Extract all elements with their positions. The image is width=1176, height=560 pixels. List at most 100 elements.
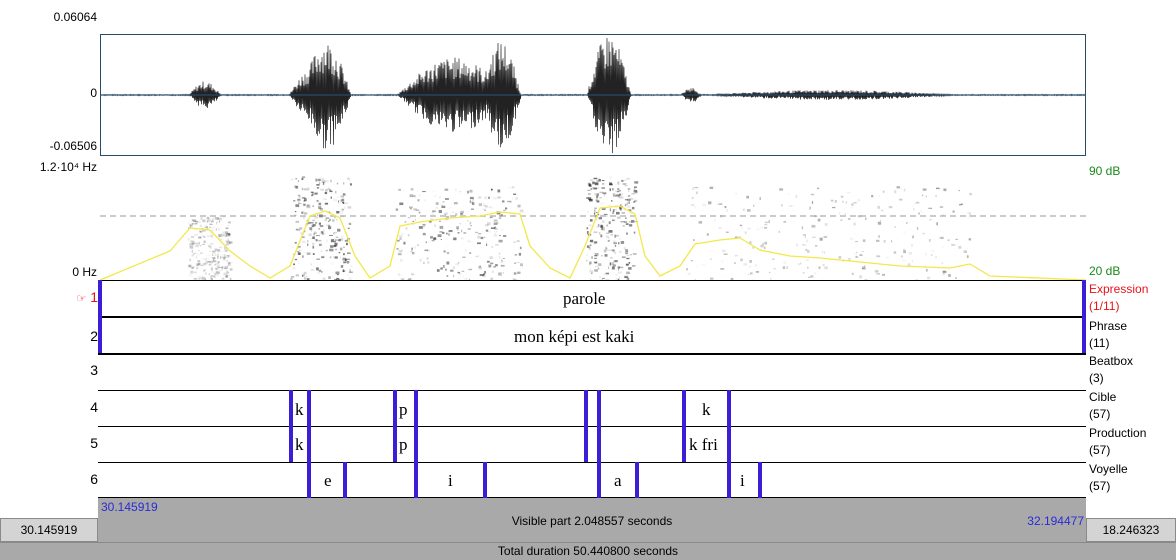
tier-5-boundary[interactable]: [682, 426, 686, 462]
spectrogram-pixel: [322, 229, 325, 233]
tier-1-boundary-end[interactable]: [1082, 280, 1086, 353]
tier-5-boundary[interactable]: [393, 426, 397, 462]
tier-6-boundary[interactable]: [597, 462, 601, 498]
tier-6-boundary[interactable]: [758, 462, 762, 498]
spectrogram-pixel: [223, 267, 228, 270]
tier-4-number[interactable]: 4: [90, 399, 98, 415]
spectrogram-pixel: [194, 277, 197, 279]
tier-4-boundary[interactable]: [597, 390, 601, 426]
spectrogram-pixel: [318, 243, 322, 246]
waveform-panel[interactable]: [100, 34, 1086, 156]
tier-6-boundary[interactable]: [343, 462, 347, 498]
spectrogram-pixel: [334, 239, 338, 241]
tier-6-boundary[interactable]: [414, 462, 418, 498]
spectrogram-pixel: [461, 229, 463, 233]
tier-6-boundary[interactable]: [307, 462, 311, 498]
spectrogram-pixel: [620, 204, 622, 207]
spectrogram-pixel: [630, 254, 632, 256]
tier-5-text-kfri[interactable]: k fri: [689, 435, 718, 454]
spectrogram-pixel: [413, 208, 417, 211]
left-time-box[interactable]: 30.145919: [0, 518, 98, 542]
tier-3-number[interactable]: 3: [90, 362, 98, 378]
spectrogram-pixel: [626, 205, 631, 208]
tier-5-text-p[interactable]: p: [399, 435, 408, 454]
tier-2-row[interactable]: mon képi est kaki: [98, 317, 1086, 354]
spectrogram-pixel: [189, 237, 191, 240]
tier-6-boundary[interactable]: [727, 462, 731, 498]
spectrogram-pixel: [490, 206, 492, 209]
tier-6-name[interactable]: Voyelle (57): [1089, 461, 1128, 495]
tier-5-name[interactable]: Production (57): [1089, 425, 1146, 459]
spectrogram-pixel: [307, 243, 309, 246]
tier-2-number[interactable]: 2: [90, 328, 98, 344]
tier-4-boundary[interactable]: [307, 390, 311, 426]
tier-6-text-i2[interactable]: i: [740, 471, 745, 490]
tier-2-interval-text[interactable]: mon képi est kaki: [514, 327, 635, 346]
spectrogram-pixel: [628, 262, 631, 264]
tier-5-boundary[interactable]: [414, 426, 418, 462]
spectrogram-panel[interactable]: [100, 156, 1086, 280]
tier-3-row[interactable]: [98, 354, 1086, 390]
tier-1-interval-text[interactable]: parole: [563, 289, 606, 308]
tier-1-row[interactable]: parole: [98, 280, 1086, 317]
tier-5-boundary[interactable]: [289, 426, 293, 462]
spectrogram-pixel: [627, 194, 631, 197]
spectrogram-pixel: [189, 259, 192, 260]
intensity-min-label: 20 dB: [1089, 264, 1121, 278]
tier-4-boundary[interactable]: [682, 390, 686, 426]
spectrogram-pixel: [341, 208, 344, 211]
spectrogram-pixel: [928, 207, 933, 209]
tier-4-name[interactable]: Cible (57): [1089, 389, 1116, 423]
tier-3-name[interactable]: Beatbox (3): [1089, 353, 1133, 387]
tier-5-number[interactable]: 5: [90, 435, 98, 451]
tier-4-boundary[interactable]: [584, 390, 588, 426]
spectrogram-pixel: [196, 233, 198, 236]
tier-4-boundary[interactable]: [393, 390, 397, 426]
tier-6-boundary[interactable]: [483, 462, 487, 498]
tier-1-name[interactable]: Expression (1/11): [1089, 281, 1148, 315]
tier-2-name[interactable]: Phrase (11): [1089, 318, 1127, 352]
tier-4-boundary[interactable]: [727, 390, 731, 426]
tier-4-boundary[interactable]: [414, 390, 418, 426]
tier-1-boundary-start[interactable]: [98, 280, 102, 353]
spectrogram-pixel: [419, 258, 423, 262]
spectrogram-pixel: [593, 242, 596, 245]
tier-6-text-i1[interactable]: i: [448, 471, 453, 490]
annotation-tiers[interactable]: parole mon képi est kaki k p k k p k fri…: [98, 280, 1086, 498]
tier-5-row[interactable]: k p k fri: [98, 426, 1086, 462]
tier-6-number[interactable]: 6: [90, 471, 98, 487]
tier-6-row[interactable]: e i a i: [98, 462, 1086, 498]
spectrogram-pixel: [891, 240, 893, 243]
spectrogram-pixel: [824, 223, 828, 226]
total-duration-bar[interactable]: Total duration 50.440800 seconds: [0, 542, 1176, 560]
tier-5-boundary[interactable]: [307, 426, 311, 462]
tier-4-row[interactable]: k p k: [98, 390, 1086, 426]
spectrogram-pixel: [442, 265, 445, 268]
tier-6-text-a[interactable]: a: [614, 471, 622, 490]
tier-5-boundary[interactable]: [597, 426, 601, 462]
spectrogram-pixel: [610, 257, 613, 259]
spectrogram-pixel: [215, 269, 218, 273]
tier-5-text-k1[interactable]: k: [295, 435, 304, 454]
tier-5-boundary[interactable]: [584, 426, 588, 462]
tier-6-boundary[interactable]: [635, 462, 639, 498]
tier-1-number[interactable]: ☞ 1: [60, 289, 98, 305]
tier-5-boundary[interactable]: [727, 426, 731, 462]
spectrogram-pixel: [318, 228, 320, 230]
tier-4-text-k1[interactable]: k: [295, 400, 304, 419]
visible-part-bar[interactable]: 30.145919 Visible part 2.048557 seconds …: [98, 498, 1086, 542]
spectrogram-pixel: [625, 217, 627, 219]
spectrogram-pixel: [857, 215, 862, 218]
tier-4-boundary[interactable]: [289, 390, 293, 426]
tier-6-text-e[interactable]: e: [324, 471, 332, 490]
spectrogram-pixel: [318, 206, 322, 209]
spectrogram-pixel: [902, 259, 906, 262]
tier-4-text-p[interactable]: p: [399, 400, 408, 419]
spectrogram-pixel: [193, 257, 197, 259]
right-time-box[interactable]: 18.246323: [1086, 518, 1176, 542]
spectrogram-pixel: [444, 219, 449, 221]
spectrogram-pixel: [409, 206, 413, 209]
spectrogram-pixel: [343, 206, 346, 210]
tier-4-text-k2[interactable]: k: [702, 400, 711, 419]
spectrogram-pixel: [404, 221, 407, 223]
